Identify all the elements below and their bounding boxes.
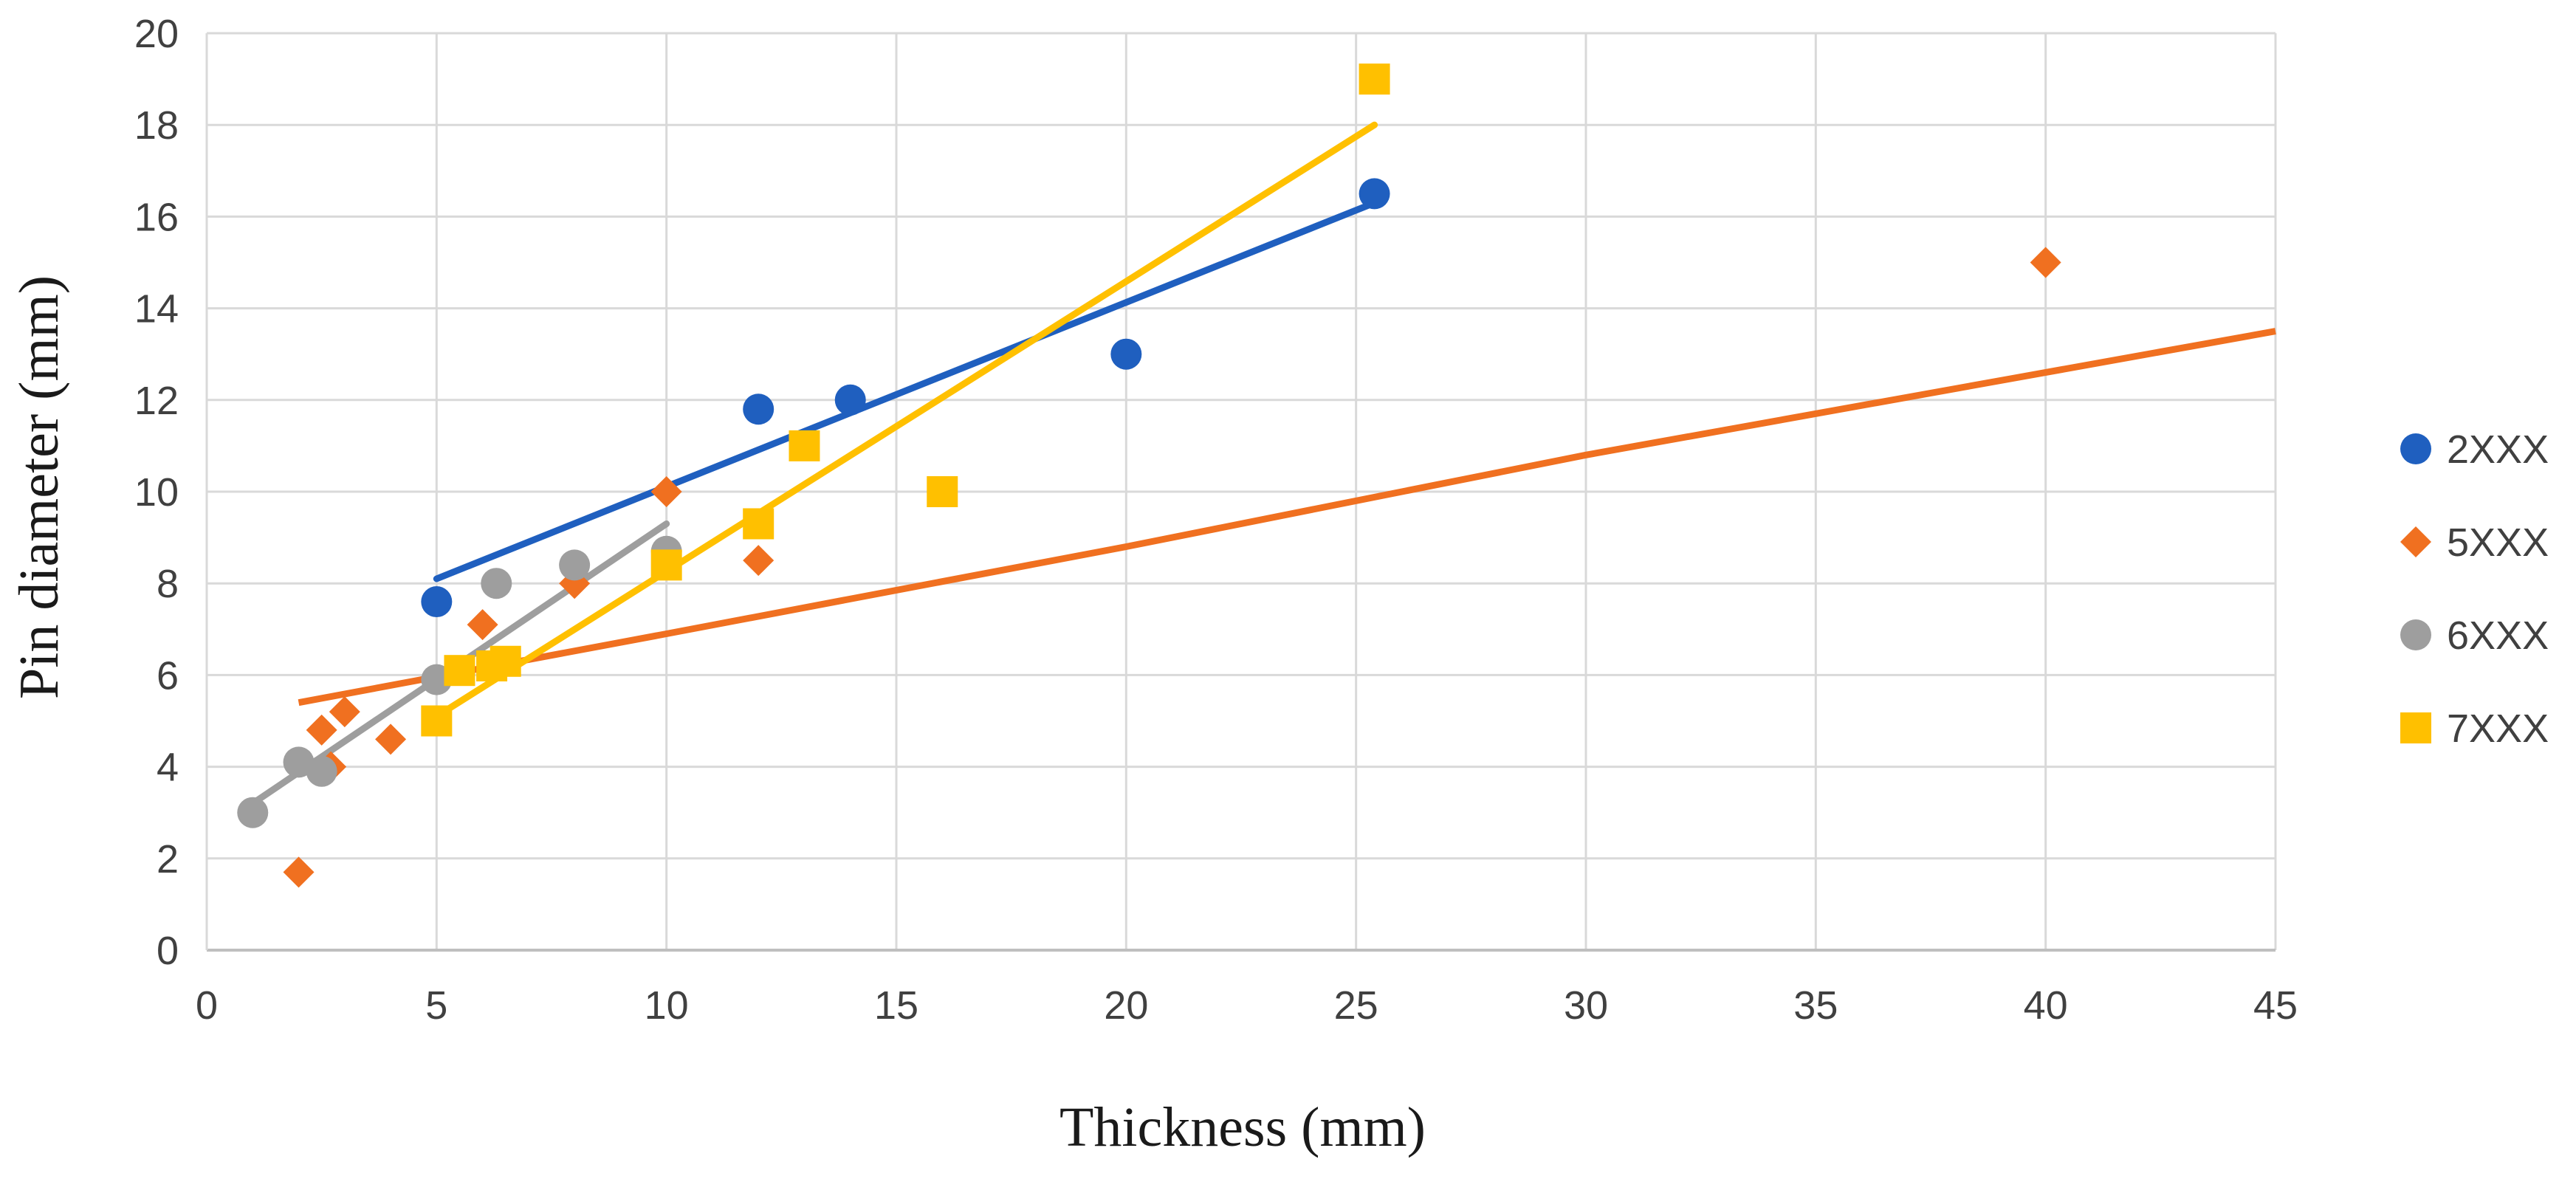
legend-label-5xxx: 5XXX [2447,520,2549,565]
x-tick-label: 5 [425,983,447,1028]
data-point-2xxx [834,384,866,416]
x-tick-label: 0 [196,983,218,1028]
trendline-5xxx [298,328,2276,707]
data-point-6xxx [481,568,512,599]
data-point-6xxx [306,755,337,787]
trendlines [249,121,2276,807]
legend-label-7xxx: 7XXX [2447,707,2549,751]
y-axis-title: Pin diameter (mm) [8,275,70,699]
data-point-5xxx [650,476,682,507]
x-axis-title: Thickness (mm) [1059,1096,1426,1158]
x-tick-label: 45 [2253,983,2298,1028]
x-tick-label: 15 [874,983,918,1028]
legend-label-2xxx: 2XXX [2447,427,2549,472]
y-tick-label: 10 [134,470,179,515]
data-point-2xxx [421,586,453,618]
data-point-5xxx [743,545,774,577]
x-tick-label: 10 [645,983,689,1028]
y-tick-label: 18 [134,103,179,148]
data-point-7xxx [927,476,958,507]
legend-marker-2xxx [2400,433,2431,464]
data-point-7xxx [789,430,820,461]
data-point-5xxx [306,714,337,746]
data-point-7xxx [1359,63,1390,95]
data-point-7xxx [650,549,682,581]
y-tick-label: 12 [134,379,179,423]
x-tick-label: 30 [1564,983,1608,1028]
data-point-5xxx [375,723,407,755]
legend-marker-5xxx [2400,526,2431,557]
x-axis-ticks: 0 5 10 15 20 25 30 35 40 45 [196,983,2298,1028]
grid [205,32,2277,952]
y-tick-label: 14 [134,287,179,331]
data-point-6xxx [237,797,269,828]
data-point-5xxx [2030,247,2061,278]
data-point-7xxx [743,508,774,540]
data-point-5xxx [467,609,498,641]
data-point-5xxx [283,856,315,888]
x-tick-label: 25 [1334,983,1378,1028]
trendline-2xxx [433,199,1378,582]
legend: 2XXX 5XXX 6XXX 7XXX [2400,427,2549,751]
y-tick-label: 0 [157,929,179,973]
y-tick-label: 2 [157,837,179,881]
y-axis-ticks: 0 2 4 6 8 10 12 14 16 18 20 [134,12,179,973]
y-tick-label: 6 [157,653,179,698]
data-point-2xxx [1110,338,1142,370]
x-tick-label: 20 [1104,983,1148,1028]
data-point-2xxx [743,393,774,425]
y-tick-label: 16 [134,195,179,239]
data-point-2xxx [1359,178,1390,210]
legend-marker-6xxx [2400,619,2431,650]
y-tick-label: 20 [134,12,179,56]
data-point-7xxx [444,655,475,687]
x-tick-label: 35 [1793,983,1838,1028]
y-tick-label: 8 [157,562,179,606]
data-points [237,63,2061,888]
data-point-7xxx [490,645,521,677]
trendline-7xxx [433,121,1378,720]
data-point-6xxx [559,549,591,581]
legend-label-6xxx: 6XXX [2447,613,2549,658]
y-tick-label: 4 [157,746,179,790]
data-point-5xxx [329,696,360,728]
data-point-7xxx [421,705,453,737]
x-tick-label: 40 [2024,983,2068,1028]
legend-marker-7xxx [2400,712,2431,743]
